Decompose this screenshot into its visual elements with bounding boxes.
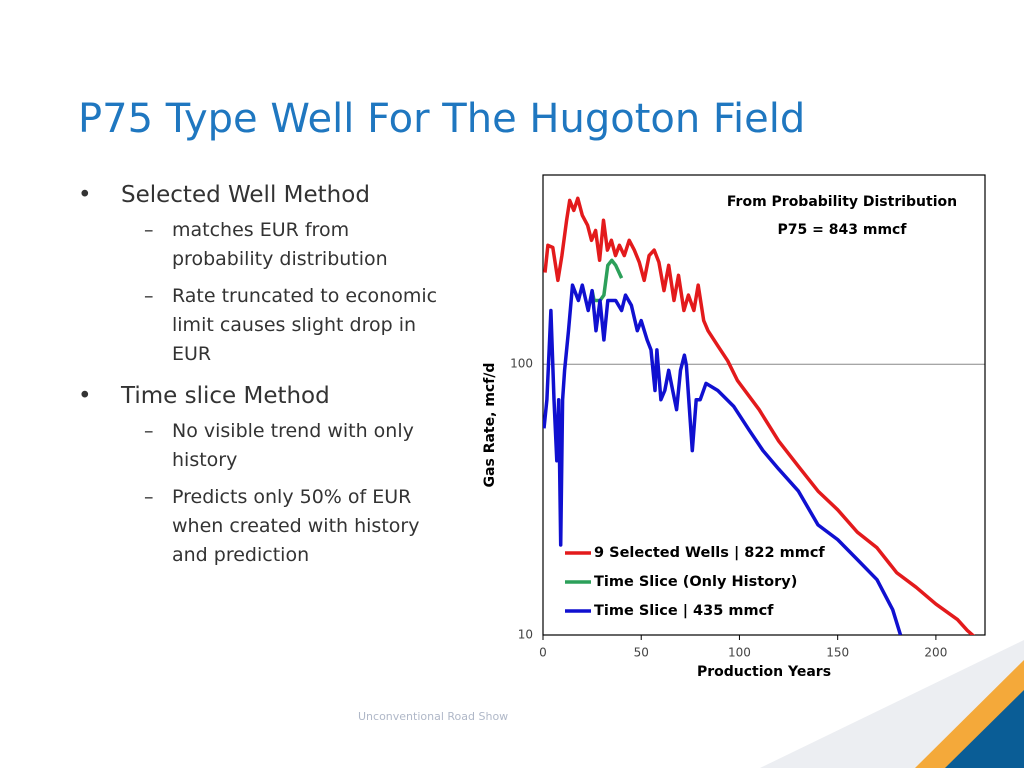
x-tick-label: 50 bbox=[634, 646, 649, 660]
x-tick-label: 150 bbox=[826, 646, 849, 660]
y-tick-label: 10 bbox=[518, 628, 533, 642]
legend-label: 9 Selected Wells | 822 mmcf bbox=[594, 545, 825, 561]
annotation: P75 = 843 mmcf bbox=[778, 222, 908, 238]
series-line bbox=[590, 258, 624, 303]
sub-bullet: No visible trend with only history bbox=[128, 417, 442, 475]
bullet-group: Selected Well Method matches EUR from pro… bbox=[78, 182, 458, 369]
x-tick-label: 200 bbox=[924, 646, 947, 660]
sub-bullet: matches EUR from probability distributio… bbox=[128, 216, 442, 274]
footer: Unconventional Road Show bbox=[358, 710, 509, 723]
bullet-list: Selected Well Method matches EUR from pro… bbox=[78, 182, 458, 584]
sub-bullet: Predicts only 50% of EUR when created wi… bbox=[128, 483, 442, 570]
bullet: Selected Well Method bbox=[78, 182, 458, 208]
x-tick-label: 0 bbox=[539, 646, 547, 660]
slide-title: P75 Type Well For The Hugoton Field bbox=[78, 96, 806, 142]
bullet-group: Time slice Method No visible trend with o… bbox=[78, 383, 458, 570]
legend-label: Time Slice | 435 mmcf bbox=[594, 603, 774, 619]
bullet: Time slice Method bbox=[78, 383, 458, 409]
x-tick-label: 100 bbox=[728, 646, 751, 660]
series-line bbox=[543, 283, 903, 635]
decor bbox=[915, 660, 1024, 768]
y-axis-label: Gas Rate, mcf/d bbox=[482, 363, 498, 488]
x-axis-label: Production Years bbox=[697, 664, 831, 680]
series-line bbox=[543, 196, 976, 635]
annotation: From Probability Distribution bbox=[727, 194, 957, 210]
decor bbox=[945, 690, 1024, 768]
sub-bullet: Rate truncated to economic limit causes … bbox=[128, 282, 442, 369]
legend-label: Time Slice (Only History) bbox=[594, 574, 797, 590]
y-tick-label: 100 bbox=[510, 357, 533, 371]
plot-frame bbox=[542, 174, 986, 636]
